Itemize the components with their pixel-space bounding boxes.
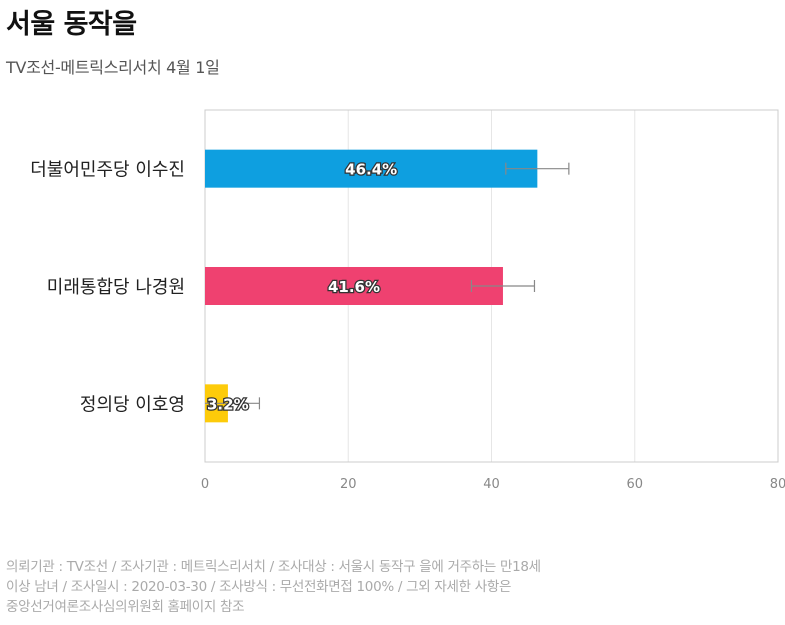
x-tick-label: 0 (201, 477, 209, 492)
chart-title: 서울 동작을 (6, 9, 137, 40)
x-tick-label: 80 (770, 477, 785, 492)
chart-subtitle: TV조선-메트릭스리서치 4월 1일 (6, 58, 220, 77)
labels: 0 20 40 60 80 더불어민주당 이수진 46.4% 미래통합당 나경원 41.6% 정의… (30, 159, 785, 492)
category-label: 더불어민주당 이수진 (30, 160, 185, 181)
footnote-line: 의뢰기관 : TV조선 / 조사기관 : 메트릭스리서치 / 조사대상 : 서울… (6, 559, 541, 575)
footnote-line: 중앙선거여론조사심의위원회 홈페이지 참조 (6, 599, 245, 615)
x-tick-label: 40 (483, 477, 500, 492)
error-bar (505, 162, 570, 175)
value-label: 3.2% (207, 395, 249, 413)
error-bar (205, 397, 261, 410)
x-tick-label: 20 (340, 477, 357, 492)
footnote-line: 이상 남녀 / 조사일시 : 2020-03-30 / 조사방식 : 무선전화면… (6, 579, 512, 595)
bar-chart: 0 20 40 60 80 더불어민주당 이수진 46.4% 미래통합당 나경원 41.6% 정의… (30, 109, 785, 492)
value-label: 46.4% (345, 161, 397, 179)
value-label: 41.6% (328, 278, 380, 296)
bar (205, 149, 538, 188)
footnote: 의뢰기관 : TV조선 / 조사기관 : 메트릭스리서치 / 조사대상 : 서울… (6, 557, 746, 617)
bar (205, 267, 503, 305)
category-label: 정의당 이호영 (80, 394, 185, 415)
x-tick-label: 60 (626, 477, 643, 492)
error-bar (470, 280, 536, 292)
bars (205, 149, 570, 423)
category-label: 미래통합당 나경원 (47, 277, 185, 298)
